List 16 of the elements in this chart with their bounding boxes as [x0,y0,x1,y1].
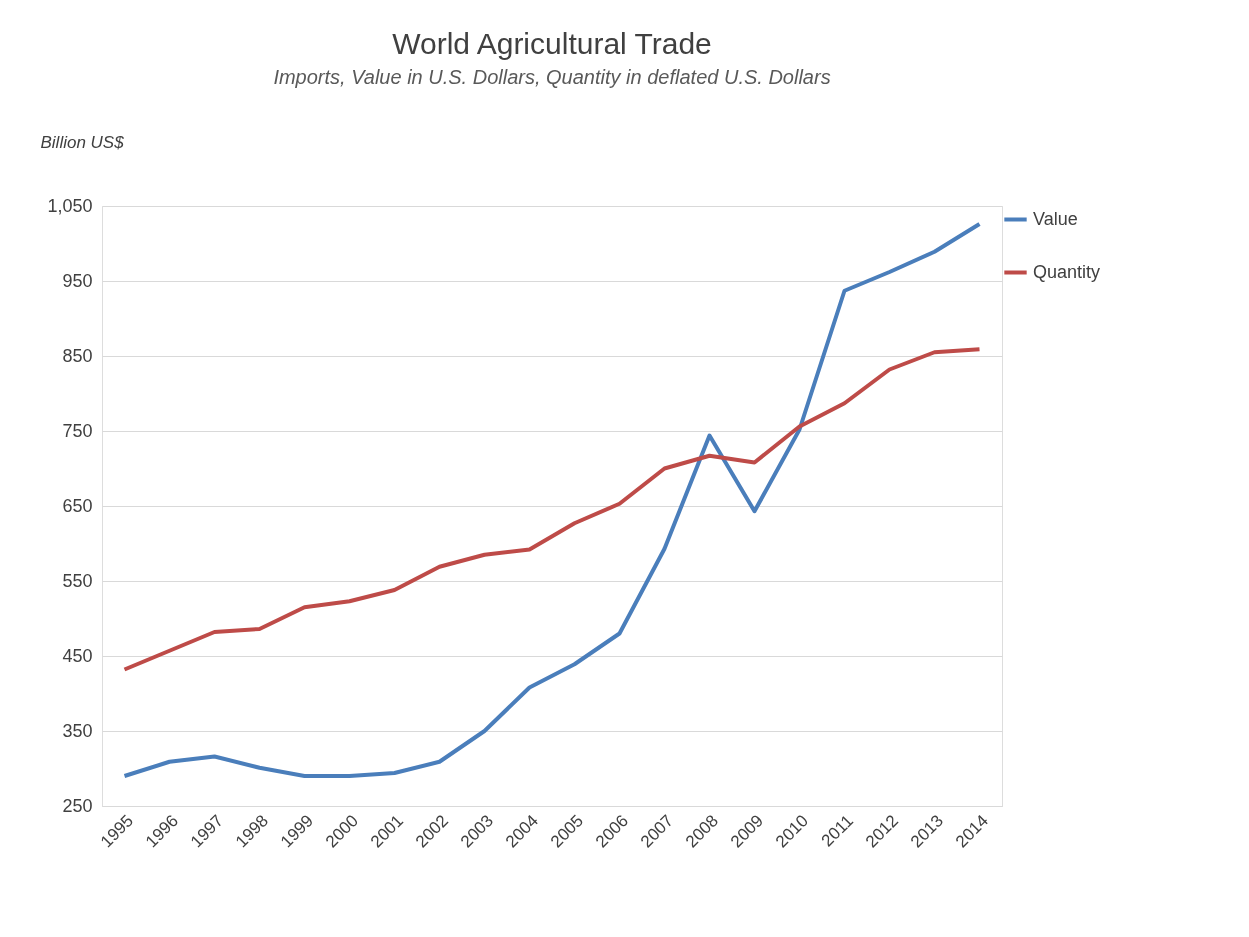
y-tick-label: 1,050 [47,195,93,216]
y-tick-label: 850 [62,345,93,366]
y-tick-label: 950 [62,270,93,291]
chart-subtitle: Imports, Value in U.S. Dollars, Quantity in deflated U.S. Dollars [273,66,831,88]
y-tick-label: 550 [62,570,93,591]
y-tick-label: 250 [62,795,93,816]
y-axis-title: Billion US$ [40,132,125,152]
legend-label: Value [1033,208,1078,229]
y-tick-label: 450 [62,645,93,666]
line-series [122,347,982,672]
line-series [122,222,982,778]
legend-label: Quantity [1033,261,1101,282]
y-tick-label: 750 [62,420,93,441]
y-tick-label: 650 [62,495,93,516]
y-tick-label: 350 [62,720,93,741]
chart-title: World Agricultural Trade [392,27,712,60]
